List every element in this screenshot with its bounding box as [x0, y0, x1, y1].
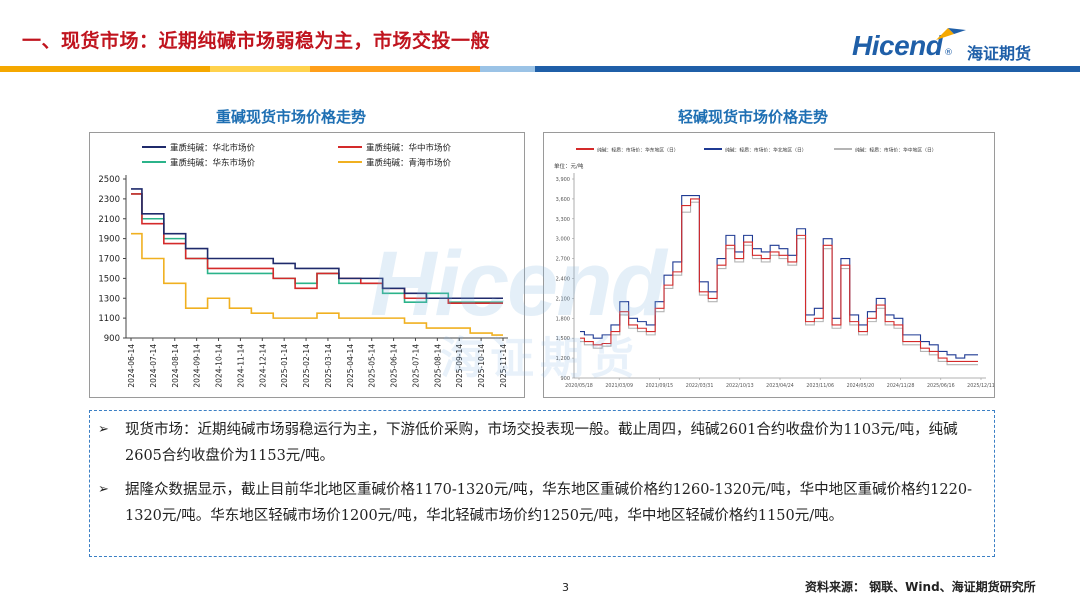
x-tick-label: 2022/10/13 — [726, 383, 754, 389]
chart-title-light: 轻碱现货市场价格走势 — [678, 108, 829, 126]
y-unit-label: 单位：元/吨 — [554, 162, 584, 170]
x-tick-label: 2025/06/16 — [927, 383, 955, 389]
x-tick-label: 2024-12-14 — [258, 344, 267, 388]
series-line — [131, 188, 503, 300]
x-tick-label: 2024-11-14 — [236, 344, 245, 388]
stripe-segment-1 — [0, 66, 210, 72]
x-tick-label: 2024-10-14 — [215, 344, 224, 388]
x-tick-label: 2024-07-14 — [149, 344, 158, 388]
x-tick-label: 2023/11/06 — [806, 383, 834, 389]
y-tick-label: 2,400 — [556, 277, 570, 283]
summary-bullet-text: 据隆众数据显示，截止目前华北地区重碱价格1170-1320元/吨，华东地区重碱价… — [125, 482, 972, 524]
x-tick-label: 2024/11/28 — [887, 383, 915, 389]
y-tick-label: 1,500 — [556, 336, 570, 342]
x-tick-label: 2024-09-14 — [193, 344, 202, 388]
x-tick-label: 2022/03/31 — [686, 383, 714, 389]
watermark-logo-cn: 海证期货 — [440, 333, 640, 384]
x-tick-label: 2021/09/15 — [646, 383, 674, 389]
logo-swoosh-icon — [936, 28, 966, 40]
legend-label: 重质纯碱：华中市场价 — [366, 143, 452, 154]
page-title: 一、现货市场：近期纯碱市场弱稳为主，市场交投一般 — [22, 30, 491, 52]
x-tick-label: 2025-08-14 — [433, 344, 442, 388]
x-tick-label: 2021/03/09 — [605, 383, 633, 389]
source-note: 资料来源： 钢联、Wind、海证期货研究所 — [805, 580, 1036, 594]
x-tick-label: 2025/12/11 — [967, 383, 994, 389]
y-tick-label: 1100 — [98, 314, 120, 324]
light-soda-chart-svg: 纯碱：轻质：市场价：华东地区（日） 纯碱：轻质：市场价：华北地区（日） 纯碱：轻质：… — [554, 147, 995, 390]
summary-box: ➢ 现货市场：近期纯碱市场弱稳运行为主，下游低价采购，市场交投表现一般。截止周四… — [89, 410, 995, 557]
logo-text-en: Hicend — [852, 30, 943, 61]
x-tick-label: 2025-04-14 — [346, 344, 355, 388]
y-tick-label: 3,300 — [556, 217, 570, 223]
x-tick-label: 2023/04/24 — [766, 383, 794, 389]
stripe-segment-4 — [480, 66, 535, 72]
y-tick-label: 1,200 — [556, 356, 570, 362]
x-tick-label: 2024-06-14 — [127, 344, 136, 388]
x-tick-label: 2024/05/20 — [847, 383, 875, 389]
stripe-segment-5 — [535, 66, 1080, 72]
y-tick-label: 2,100 — [556, 296, 570, 302]
bullet-arrow-icon: ➢ — [98, 482, 109, 497]
stripe-segment-2 — [210, 66, 310, 72]
y-tick-label: 2100 — [98, 215, 120, 225]
legend-label: 纯碱：轻质：市场价：华东地区（日） — [597, 147, 679, 154]
y-tick-label: 1,800 — [556, 316, 570, 322]
x-tick-label: 2024-08-14 — [171, 344, 180, 388]
summary-bullet-text: 现货市场：近期纯碱市场弱稳运行为主，下游低价采购，市场交投表现一般。截止周四，纯… — [125, 422, 958, 464]
y-tick-label: 1700 — [98, 255, 120, 265]
x-tick-label: 2025-11-14 — [499, 344, 508, 388]
y-tick-label: 2500 — [98, 175, 120, 185]
y-tick-label: 2300 — [98, 195, 120, 205]
summary-bullet-1: ➢ 现货市场：近期纯碱市场弱稳运行为主，下游低价采购，市场交投表现一般。截止周四… — [98, 417, 984, 469]
series-line — [131, 232, 503, 336]
x-tick-label: 2025-03-14 — [324, 344, 333, 388]
x-tick-label: 2025-10-14 — [477, 344, 486, 388]
x-tick-label: 2025-06-14 — [390, 344, 399, 388]
y-tick-label: 3,600 — [556, 197, 570, 203]
legend-label: 重质纯碱：青海市场价 — [366, 158, 452, 169]
bullet-arrow-icon: ➢ — [98, 422, 109, 437]
header-stripe — [0, 66, 1080, 72]
stripe-segment-3 — [310, 66, 480, 72]
legend-label: 纯碱：轻质：市场价：华北地区（日） — [725, 147, 807, 154]
company-logo: Hicend ® 海证期货 — [852, 28, 1062, 64]
y-tick-label: 1500 — [98, 274, 120, 284]
legend-label: 重质纯碱：华东市场价 — [170, 158, 256, 169]
y-tick-label: 2,700 — [556, 257, 570, 263]
heavy-soda-chart: 重质纯碱：华北市场价 重质纯碱：华中市场价重质纯碱：华东市场价 重质纯碱：青海市场价… — [89, 132, 525, 398]
light-soda-chart: 纯碱：轻质：市场价：华东地区（日） 纯碱：轻质：市场价：华北地区（日） 纯碱：轻质：… — [543, 132, 995, 398]
y-tick-label: 1900 — [98, 235, 120, 245]
y-tick-label: 3,900 — [556, 177, 570, 183]
chart-title-heavy: 重碱现货市场价格走势 — [216, 108, 367, 126]
y-tick-label: 3,000 — [556, 237, 570, 243]
logo-text-cn: 海证期货 — [967, 44, 1032, 63]
series-line — [580, 195, 978, 359]
legend-label: 重质纯碱：华北市场价 — [170, 143, 256, 154]
page-number: 3 — [562, 581, 569, 594]
legend-label: 纯碱：轻质：市场价：华中地区（日） — [855, 147, 937, 154]
x-tick-label: 2025-07-14 — [411, 344, 420, 388]
summary-bullet-2: ➢ 据隆众数据显示，截止目前华北地区重碱价格1170-1320元/吨，华东地区重… — [98, 477, 984, 529]
y-tick-label: 1300 — [98, 294, 120, 304]
watermark-logo-en: Hicend — [370, 233, 667, 335]
series-line — [580, 198, 978, 362]
logo-registered-mark: ® — [944, 48, 953, 58]
x-tick-label: 2025-05-14 — [368, 344, 377, 388]
x-tick-label: 2020/05/18 — [565, 383, 593, 389]
x-tick-label: 2025-01-14 — [280, 344, 289, 388]
x-tick-label: 2025-09-14 — [455, 344, 464, 388]
x-tick-label: 2025-02-14 — [302, 344, 311, 388]
y-tick-label: 900 — [104, 334, 120, 344]
y-tick-label: 900 — [560, 376, 570, 382]
